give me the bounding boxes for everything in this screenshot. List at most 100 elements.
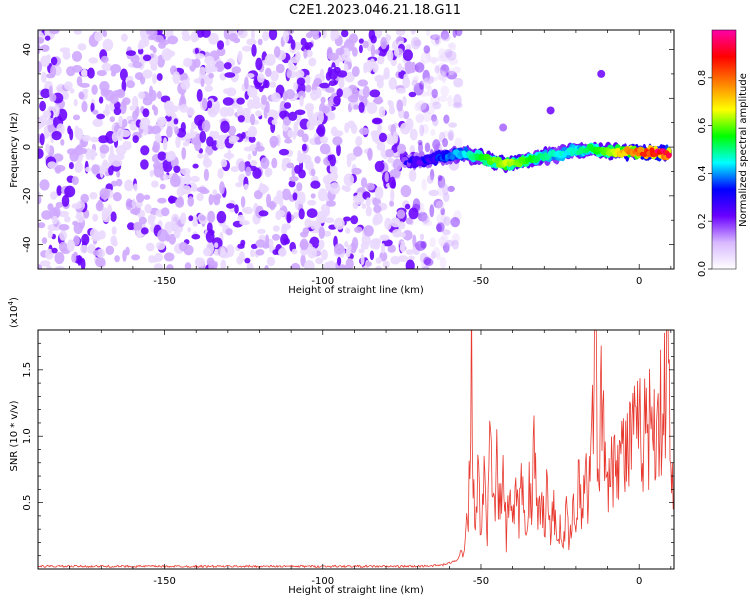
noise-cell bbox=[99, 81, 110, 92]
noise-cell bbox=[88, 151, 98, 157]
noise-cell bbox=[122, 99, 127, 109]
noise-cell bbox=[365, 182, 375, 191]
noise-cell bbox=[442, 242, 450, 253]
x-tick-label: -150 bbox=[153, 276, 176, 287]
noise-cell bbox=[318, 239, 325, 250]
noise-cell bbox=[419, 80, 424, 90]
noise-cell bbox=[269, 135, 279, 147]
noise-cell bbox=[243, 183, 249, 190]
noise-cell bbox=[165, 50, 176, 57]
noise-cell bbox=[162, 174, 169, 181]
noise-cell bbox=[214, 242, 219, 249]
noise-cell bbox=[180, 92, 185, 104]
noise-cell bbox=[119, 68, 128, 81]
noise-cell bbox=[71, 203, 83, 210]
noise-cell bbox=[336, 70, 348, 78]
noise-cell bbox=[101, 212, 111, 223]
noise-cell bbox=[440, 51, 451, 63]
noise-cell bbox=[302, 227, 310, 235]
noise-cell bbox=[289, 176, 299, 182]
noise-cell bbox=[384, 171, 389, 183]
noise-cell bbox=[252, 95, 261, 104]
noise-cell bbox=[300, 37, 307, 46]
noise-cell bbox=[194, 53, 205, 59]
noise-cell bbox=[413, 82, 424, 96]
noise-cell bbox=[388, 77, 397, 90]
noise-cell bbox=[201, 120, 211, 132]
noise-cell bbox=[92, 118, 104, 128]
noise-cell bbox=[355, 136, 363, 147]
noise-cell bbox=[360, 177, 368, 189]
noise-cell bbox=[318, 226, 325, 239]
noise-cell bbox=[353, 104, 359, 110]
snr-scale-label: (x104) bbox=[7, 297, 20, 328]
noise-cell bbox=[48, 85, 53, 98]
snr-scale-exponent: 4 bbox=[7, 300, 15, 305]
noise-cell bbox=[130, 54, 140, 64]
x-tick-label: 0 bbox=[636, 576, 642, 587]
noise-cell bbox=[151, 180, 159, 188]
noise-cell bbox=[73, 235, 80, 246]
noise-cell bbox=[436, 187, 447, 197]
noise-cell bbox=[206, 136, 214, 147]
noise-cell bbox=[155, 241, 166, 251]
noise-cell bbox=[38, 60, 43, 74]
noise-cell bbox=[283, 102, 292, 109]
noise-cell bbox=[113, 107, 122, 116]
noise-cell bbox=[142, 69, 153, 79]
noise-cell bbox=[303, 48, 308, 59]
noise-cell bbox=[301, 143, 307, 152]
noise-cell bbox=[241, 131, 246, 139]
noise-cell bbox=[402, 49, 413, 61]
spectrogram-cells bbox=[38, 30, 673, 269]
noise-cell bbox=[405, 249, 414, 255]
snr-scale-suffix: ) bbox=[9, 297, 20, 301]
noise-cell bbox=[148, 34, 156, 41]
noise-cell bbox=[429, 169, 435, 181]
noise-cell bbox=[249, 263, 254, 269]
noise-cell bbox=[294, 109, 306, 116]
signal-cell bbox=[450, 154, 455, 160]
noise-cell bbox=[72, 114, 81, 121]
noise-cell bbox=[255, 57, 263, 71]
noise-cell bbox=[138, 91, 146, 100]
noise-cell bbox=[196, 192, 204, 202]
noise-cell bbox=[309, 30, 320, 37]
noise-cell bbox=[290, 262, 301, 269]
noise-cell bbox=[329, 182, 341, 195]
noise-cell bbox=[422, 216, 427, 226]
noise-cell bbox=[282, 157, 291, 164]
noise-cell bbox=[424, 258, 434, 267]
noise-cell bbox=[448, 58, 459, 65]
noise-cell bbox=[351, 167, 362, 175]
noise-cell bbox=[395, 30, 406, 36]
noise-cell bbox=[228, 32, 238, 42]
noise-cell bbox=[297, 90, 306, 100]
noise-cell bbox=[184, 262, 192, 269]
noise-cell bbox=[217, 168, 224, 179]
noise-cell bbox=[207, 210, 216, 223]
noise-cell bbox=[264, 53, 276, 66]
noise-cell bbox=[338, 264, 348, 269]
noise-cell bbox=[446, 50, 457, 61]
noise-cell bbox=[388, 100, 394, 110]
y-tick-label: -40 bbox=[22, 236, 33, 252]
noise-cell bbox=[421, 178, 427, 191]
noise-cell bbox=[236, 97, 245, 105]
noise-cell bbox=[436, 223, 442, 233]
noise-cell bbox=[64, 185, 76, 198]
spectrogram-panel: -150 -100 -50 0 -40 -20 0 20 40 Height of strai… bbox=[9, 29, 675, 296]
noise-cell bbox=[231, 66, 242, 74]
noise-cell bbox=[442, 229, 451, 236]
noise-cell bbox=[387, 49, 394, 62]
noise-cell bbox=[152, 140, 160, 153]
noise-cell bbox=[286, 68, 292, 79]
noise-cell bbox=[373, 212, 383, 225]
noise-cell bbox=[344, 240, 349, 248]
noise-cell bbox=[336, 143, 341, 157]
noise-cell bbox=[149, 45, 155, 51]
noise-cell bbox=[92, 109, 99, 115]
noise-cell bbox=[266, 202, 277, 209]
noise-cell bbox=[167, 196, 178, 204]
noise-cell bbox=[272, 225, 280, 232]
